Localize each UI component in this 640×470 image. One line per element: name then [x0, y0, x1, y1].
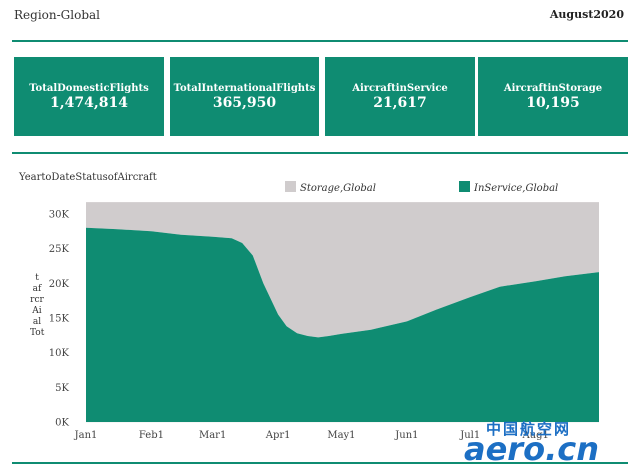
kpi-value: 21,617	[373, 94, 427, 111]
divider-bottom	[12, 462, 628, 464]
y-axis-ticks: 0K 5K 10K 15K 20K 25K 30K	[49, 209, 70, 428]
period-label: August2020	[549, 8, 624, 21]
y-axis-label: t af rcr Ai al Tot	[30, 273, 44, 339]
x-axis-ticks: Jan1 Feb1 Mar1 Apr1 May1 Jun1 Jul1 Aug1	[74, 430, 549, 441]
y-tick-label: 5K	[55, 383, 69, 394]
region-label: Region-Global	[14, 8, 100, 22]
y-axis-label-fragment: al	[32, 317, 42, 327]
kpi-card-aircraft-in-service[interactable]: AircraftinService 21,617	[325, 57, 475, 136]
kpi-label: TotalDomesticFlights	[29, 82, 149, 94]
chart-title: YeartoDateStatusofAircraft	[19, 172, 157, 183]
y-axis-label-fragment: t	[35, 273, 39, 283]
x-tick-label: Jan1	[74, 430, 98, 441]
kpi-card-aircraft-in-storage[interactable]: AircraftinStorage 10,195	[478, 57, 628, 136]
divider-top	[12, 40, 628, 42]
y-axis-label-fragment: Ai	[32, 306, 42, 316]
y-tick-label: 20K	[49, 279, 70, 290]
watermark-en-text: aero.cn	[464, 430, 599, 468]
kpi-card-international-flights[interactable]: TotalInternationalFlights 365,950	[170, 57, 319, 136]
x-tick-label: Feb1	[139, 430, 164, 441]
divider-middle	[12, 152, 628, 154]
area-series	[86, 202, 599, 422]
y-tick-label: 25K	[49, 244, 70, 255]
legend: Storage,Global InService,Global	[285, 181, 558, 194]
watermark-logo: 中国航空网 aero.cn	[458, 418, 638, 468]
area-storage-global[interactable]	[86, 202, 599, 338]
legend-swatch	[459, 181, 470, 192]
x-tick-label: Jun1	[394, 430, 418, 441]
x-tick-label: Apr1	[265, 430, 291, 441]
legend-label: Storage,Global	[300, 183, 376, 194]
x-tick-label: Aug1	[521, 430, 548, 441]
kpi-value: 1,474,814	[50, 94, 128, 111]
x-tick-label: Mar1	[199, 430, 226, 441]
kpi-card-domestic-flights[interactable]: TotalDomesticFlights 1,474,814	[14, 57, 164, 136]
area-in-service-global[interactable]	[86, 227, 599, 422]
kpi-value: 10,195	[526, 94, 580, 111]
y-tick-label: 10K	[49, 348, 70, 359]
legend-swatch	[285, 181, 296, 192]
y-axis-label-fragment: rcr	[30, 295, 44, 305]
y-tick-label: 30K	[49, 209, 70, 220]
y-tick-label: 0K	[55, 418, 69, 429]
watermark-cn-text: 中国航空网	[486, 420, 572, 438]
y-axis-label-fragment: af	[32, 284, 42, 294]
kpi-label: TotalInternationalFlights	[173, 82, 316, 94]
kpi-label: AircraftinService	[352, 82, 448, 94]
y-axis-label-fragment: Tot	[30, 328, 45, 338]
kpi-value: 365,950	[212, 94, 277, 111]
x-tick-label: Jul1	[459, 430, 480, 441]
x-tick-label: May1	[327, 430, 355, 441]
legend-label: InService,Global	[473, 183, 558, 194]
y-tick-label: 15K	[49, 313, 70, 324]
kpi-label: AircraftinStorage	[503, 82, 603, 94]
kpi-row: TotalDomesticFlights 1,474,814 TotalInte…	[14, 57, 628, 136]
